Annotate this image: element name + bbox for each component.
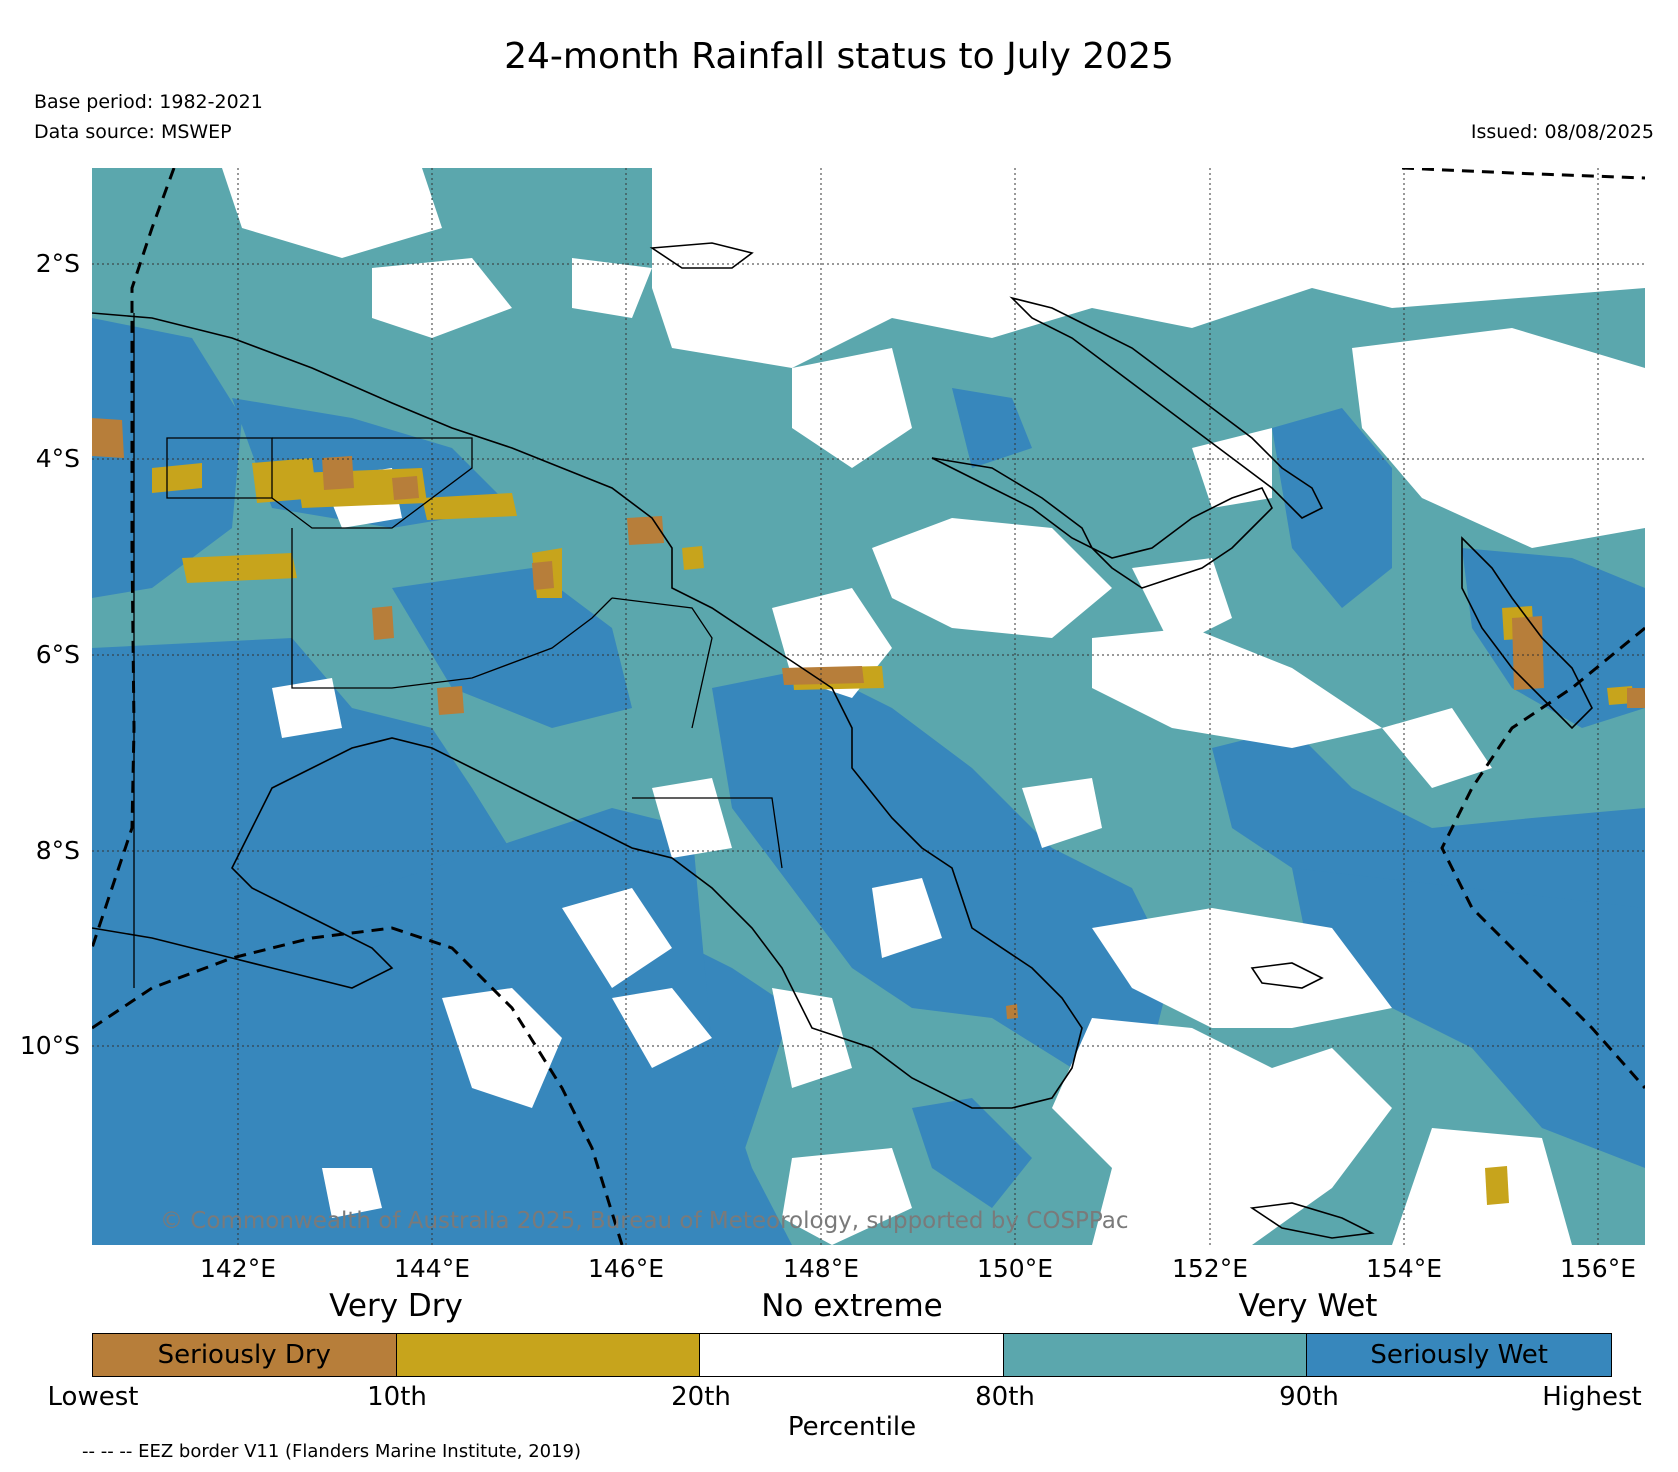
percentile-axis-label: Percentile: [787, 1412, 917, 1442]
base-period: Base period: 1982-2021: [34, 91, 263, 113]
eez-borders: [92, 168, 1645, 1245]
coastlines: [92, 242, 1593, 1239]
lon-tick-144e: 144°E: [393, 1254, 470, 1283]
lon-tick-142e: 142°E: [199, 1254, 276, 1283]
eez-east: [1440, 626, 1645, 1089]
pct-10th: 10th: [367, 1382, 427, 1412]
province-border-5: [632, 797, 783, 869]
pct-80th: 80th: [975, 1382, 1035, 1412]
trobriand-coast: [1250, 962, 1324, 989]
pct-20th: 20th: [671, 1382, 731, 1412]
colorbar-very-wet: [1003, 1334, 1308, 1376]
rainfall-map: [92, 168, 1645, 1245]
lat-tick-10s: 10°S: [19, 1031, 80, 1060]
seriously-dry-areas: [92, 418, 1645, 1019]
pct-90th: 90th: [1279, 1382, 1339, 1412]
bougainville-coast: [1461, 536, 1593, 730]
lat-tick-8s: 8°S: [35, 836, 80, 865]
legend-very-dry: Very Dry: [329, 1288, 463, 1324]
legend-no-extreme: No extreme: [761, 1288, 943, 1324]
no-extreme-areas: [222, 168, 1645, 1245]
data-source: Data source: MSWEP: [34, 121, 232, 143]
colorbar-no-extreme: [700, 1334, 1004, 1376]
issued-date: Issued: 08/08/2025: [1470, 121, 1654, 143]
colorbar-seriously-wet: Seriously Wet: [1307, 1334, 1611, 1376]
lat-tick-4s: 4°S: [35, 444, 80, 473]
lon-tick-154e: 154°E: [1365, 1254, 1442, 1283]
map-title: 24-month Rainfall status to July 2025: [504, 36, 1174, 77]
colorbar-very-dry: [396, 1334, 701, 1376]
lon-tick-152e: 152°E: [1171, 1254, 1248, 1283]
map-canvas: [92, 168, 1645, 1245]
colorbar-seriously-dry: Seriously Dry: [93, 1334, 397, 1376]
lon-tick-156e: 156°E: [1559, 1254, 1636, 1283]
province-border-3: [291, 528, 613, 689]
eez-west: [92, 168, 176, 949]
lon-tick-150e: 150°E: [976, 1254, 1053, 1283]
pct-highest: Highest: [1542, 1382, 1642, 1412]
legend-very-wet: Very Wet: [1238, 1288, 1378, 1324]
lon-tick-148e: 148°E: [782, 1254, 859, 1283]
manus-coast: [649, 242, 754, 269]
lon-tick-146e: 146°E: [587, 1254, 664, 1283]
new-britain-coast: [931, 457, 1273, 589]
pct-lowest: Lowest: [47, 1382, 139, 1412]
colorbar: Seriously Dry Seriously Wet: [92, 1333, 1612, 1377]
seriously-wet-areas: [92, 318, 1645, 1245]
lat-tick-2s: 2°S: [35, 249, 80, 278]
lat-tick-6s: 6°S: [35, 640, 80, 669]
copyright-notice: © Commonwealth of Australia 2025, Bureau…: [160, 1208, 1129, 1234]
new-ireland-coast: [1009, 296, 1324, 519]
eez-north-east: [1401, 168, 1645, 180]
borders: [133, 313, 783, 988]
mainland-coast: [92, 312, 1083, 1109]
eez-note: -- -- -- EEZ border V11 (Flanders Marine…: [82, 1441, 582, 1462]
province-border-4: [611, 597, 713, 729]
province-border-2: [271, 437, 473, 529]
rossel-coast: [1249, 1202, 1375, 1239]
